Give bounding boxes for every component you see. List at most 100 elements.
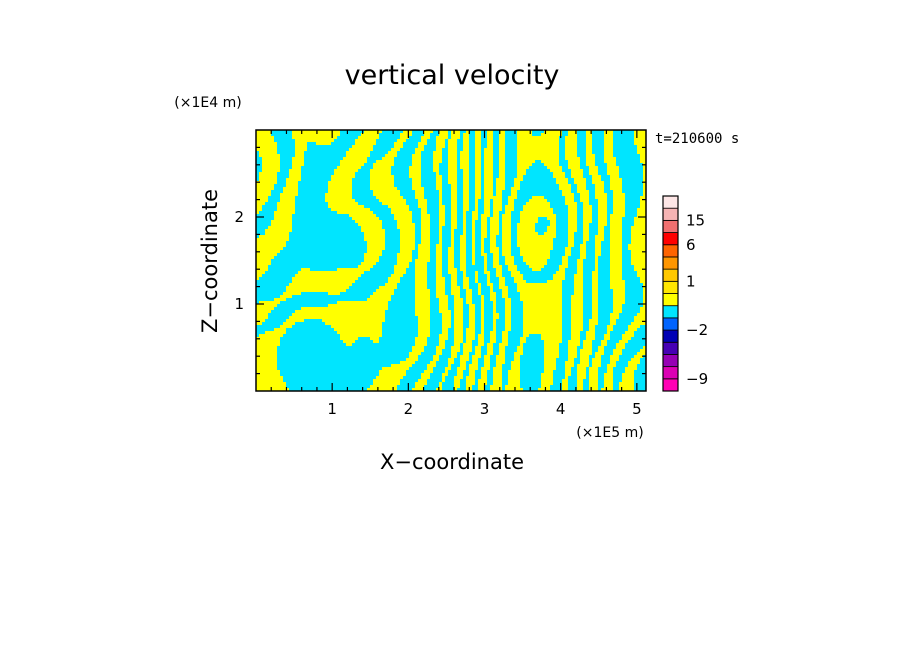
- field-cell-positive: [373, 166, 391, 170]
- field-cell-negative: [442, 229, 451, 233]
- field-cell-negative: [502, 208, 505, 212]
- field-cell-positive: [490, 217, 499, 221]
- field-cell-positive: [451, 205, 457, 209]
- field-cell-positive: [454, 328, 463, 332]
- field-cell-negative: [280, 169, 289, 173]
- colorbar-bin: [662, 293, 679, 307]
- field-cell-negative: [598, 388, 601, 391]
- field-cell-negative: [454, 247, 460, 251]
- field-cell-negative: [481, 346, 487, 350]
- colorbar-bin: [662, 378, 679, 392]
- field-cell-negative: [445, 286, 451, 290]
- field-cell-positive: [496, 190, 502, 194]
- field-cell-negative: [592, 217, 598, 221]
- field-cell-positive: [523, 316, 562, 320]
- field-cell-negative: [592, 145, 604, 149]
- field-cell-positive: [487, 283, 493, 287]
- field-cell-positive: [595, 238, 604, 242]
- field-cell-positive: [472, 238, 475, 242]
- time-label: t=210600 s: [655, 131, 739, 147]
- field-cell-negative: [490, 364, 496, 368]
- field-cell-positive: [493, 382, 502, 386]
- field-cell-negative: [520, 385, 541, 389]
- field-cell-positive: [592, 307, 598, 311]
- field-cell-positive: [496, 178, 505, 182]
- field-cell-negative: [484, 331, 490, 335]
- field-cell-positive: [586, 160, 595, 164]
- field-cell-positive: [454, 298, 463, 302]
- field-cell-positive: [499, 352, 505, 356]
- field-cell-negative: [430, 136, 436, 140]
- field-cell-positive: [412, 181, 421, 185]
- field-cell-positive: [475, 145, 481, 149]
- field-cell-positive: [475, 166, 481, 170]
- field-cell-negative: [502, 265, 508, 269]
- field-cell-negative: [370, 154, 385, 158]
- field-cell-positive: [364, 235, 385, 239]
- field-cell-positive: [388, 280, 400, 284]
- field-cell-negative: [592, 139, 604, 143]
- field-cell-positive: [421, 211, 427, 215]
- field-cell-negative: [595, 157, 604, 161]
- field-cell-negative: [559, 346, 568, 350]
- field-cell-negative: [493, 133, 499, 137]
- field-cell-positive: [325, 196, 352, 200]
- field-cell-negative: [553, 373, 565, 377]
- field-cell-positive: [544, 130, 562, 134]
- field-cell-negative: [583, 301, 592, 305]
- field-cell-positive: [451, 184, 457, 188]
- field-cell-positive: [370, 181, 394, 185]
- field-cell-negative: [472, 295, 481, 299]
- field-cell-positive: [484, 208, 490, 212]
- field-cell-positive: [481, 250, 484, 254]
- field-cell-negative: [583, 175, 592, 179]
- field-cell-negative: [256, 154, 259, 158]
- field-cell-positive: [643, 190, 646, 194]
- field-cell-negative: [607, 217, 610, 221]
- field-cell-negative: [595, 334, 604, 338]
- field-cell-positive: [463, 172, 469, 176]
- field-cell-positive: [595, 256, 598, 260]
- field-cell-positive: [460, 238, 466, 242]
- field-cell-positive: [463, 148, 469, 152]
- field-cell-negative: [565, 277, 574, 281]
- field-cell-positive: [472, 358, 478, 362]
- field-cell-positive: [466, 331, 475, 335]
- field-cell-positive: [574, 277, 583, 281]
- field-cell-positive: [412, 154, 421, 158]
- field-cell-positive: [448, 259, 454, 263]
- field-cell-negative: [592, 142, 604, 146]
- field-cell-negative: [598, 310, 613, 314]
- field-cell-positive: [475, 277, 478, 281]
- field-cell-positive: [280, 295, 292, 299]
- field-cell-negative: [598, 283, 610, 287]
- field-cell-negative: [598, 280, 610, 284]
- field-cell-negative: [583, 172, 589, 176]
- field-cell-positive: [634, 139, 646, 143]
- field-cell-negative: [619, 355, 634, 359]
- field-cell-negative: [475, 235, 481, 239]
- field-cell-positive: [256, 196, 268, 200]
- field-cell-negative: [493, 181, 496, 185]
- field-cell-positive: [622, 373, 634, 377]
- field-cell-positive: [331, 175, 355, 179]
- field-cell-negative: [586, 367, 589, 371]
- field-cell-positive: [610, 238, 622, 242]
- field-cell-positive: [478, 286, 481, 290]
- field-cell-positive: [496, 364, 502, 368]
- field-cell-negative: [472, 388, 478, 391]
- field-cell-negative: [505, 352, 514, 356]
- field-cell-negative: [622, 259, 631, 263]
- field-cell-negative: [442, 274, 451, 278]
- field-cell-positive: [460, 241, 466, 245]
- field-cell-positive: [397, 262, 409, 266]
- field-cell-negative: [415, 223, 421, 227]
- field-cell-positive: [580, 193, 589, 197]
- field-cell-negative: [592, 133, 604, 137]
- field-cell-negative: [442, 193, 451, 197]
- field-cell-positive: [613, 208, 625, 212]
- field-cell-negative: [301, 292, 328, 296]
- field-cell-positive: [499, 142, 505, 146]
- field-cell-negative: [496, 337, 502, 341]
- field-cell-negative: [448, 295, 454, 299]
